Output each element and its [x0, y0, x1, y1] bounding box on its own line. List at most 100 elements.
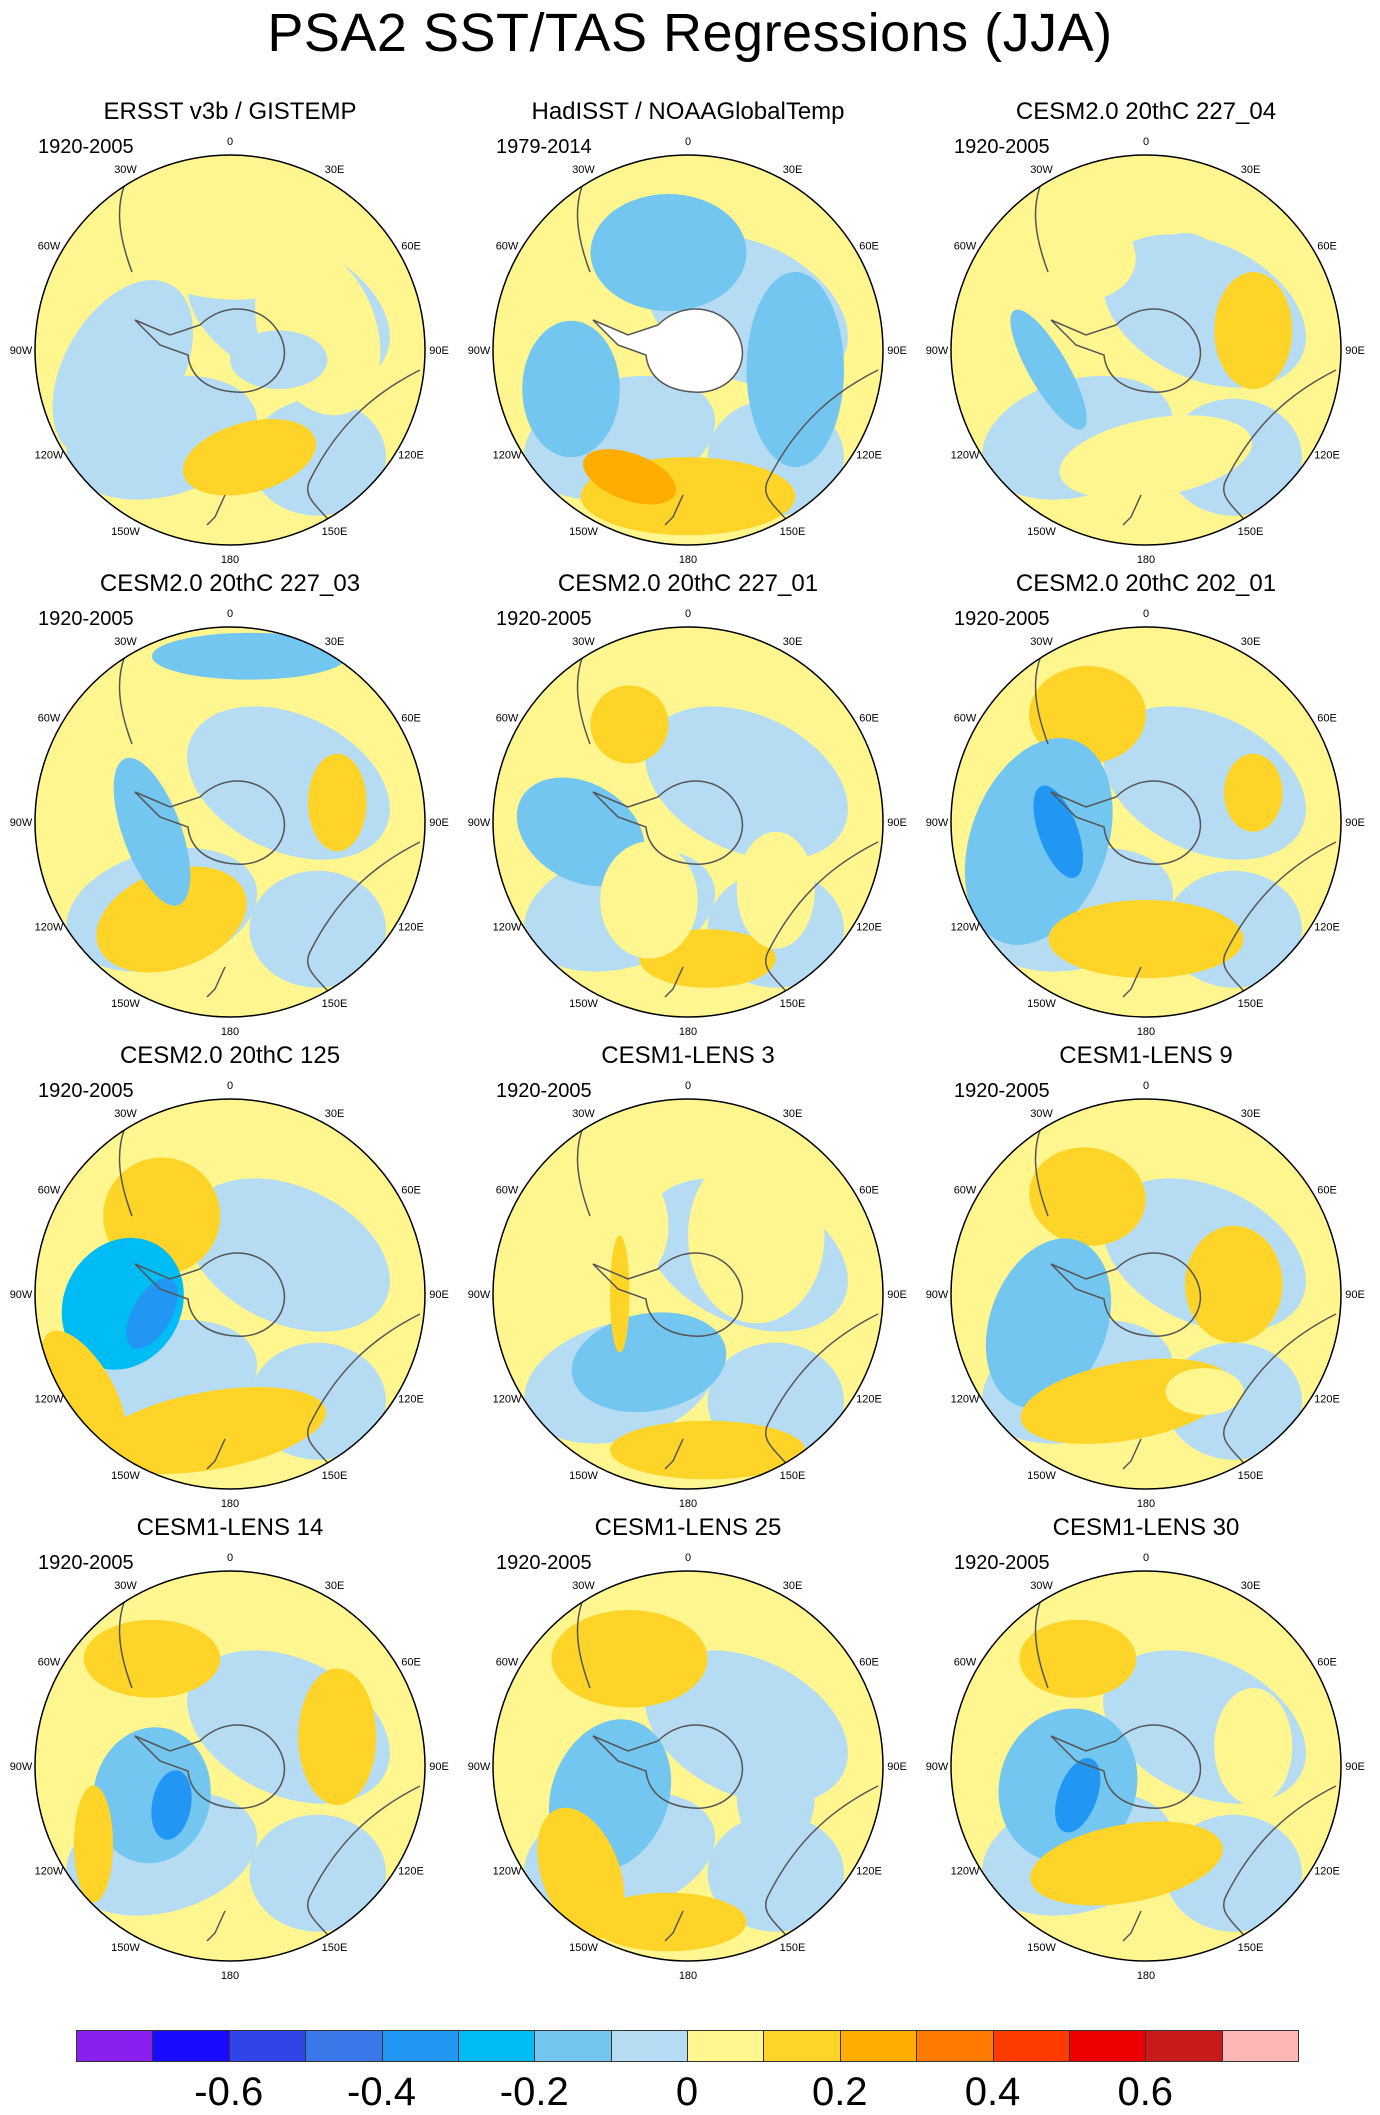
colorbar-tick-label: 0.6 — [1117, 2070, 1174, 2114]
longitude-label: 60W — [954, 1185, 977, 1197]
longitude-label: 120W — [951, 450, 980, 462]
panel-period: 1920-2005 — [38, 136, 134, 158]
anomaly-region — [688, 1147, 825, 1324]
colorbar-swatch — [1068, 2030, 1147, 2062]
longitude-label: 90E — [887, 817, 907, 829]
field-shading — [951, 1571, 1341, 1961]
australia-coast — [1223, 1313, 1337, 1480]
field-shading — [951, 1099, 1341, 1489]
anomaly-region — [151, 1770, 192, 1840]
new-zealand-coast — [664, 966, 684, 998]
map-panel: 0 30E 60E 90E 120E 150E 180 150W 120W 90W 60W 30W CE… — [458, 1514, 918, 1984]
anomaly-region — [610, 1235, 630, 1353]
australia-coast — [307, 841, 421, 1008]
map-panel: 0 30E 60E 90E 120E 150E 180 150W 120W 90W 60W 30W CE… — [458, 570, 918, 1040]
longitude-label: 150E — [780, 1942, 806, 1954]
anomaly-region — [551, 1157, 669, 1294]
longitude-label: 30W — [1030, 1580, 1053, 1592]
longitude-label: 30W — [1030, 636, 1053, 648]
longitude-label: 90E — [429, 1761, 449, 1773]
field-shading — [493, 1571, 883, 1961]
new-zealand-coast — [206, 966, 226, 998]
anomaly-region — [1010, 309, 1087, 430]
longitude-label: 150E — [780, 526, 806, 538]
polar-map: 0 30E 60E 90E 120E 150E 180 150W 120W 90W 60W 30W — [468, 136, 907, 566]
map-panel: 0 30E 60E 90E 120E 150E 180 150W 120W 90W 60W 30W CE… — [916, 570, 1376, 1040]
map-border — [492, 626, 884, 1018]
longitude-label: 60W — [38, 241, 61, 253]
anomaly-region — [1214, 272, 1293, 389]
longitude-label: 30E — [783, 1580, 803, 1592]
anomaly-region — [249, 870, 386, 988]
anomaly-region — [308, 753, 367, 852]
panel-period: 1920-2005 — [496, 1552, 592, 1574]
longitude-label: 120W — [493, 1866, 522, 1878]
longitude-label: 120E — [1314, 1866, 1340, 1878]
anomaly-region — [1146, 233, 1224, 311]
map-panel: 0 30E 60E 90E 120E 150E 180 150W 120W 90W 60W 30W CE… — [916, 98, 1376, 568]
anomaly-region — [41, 1330, 127, 1453]
antarctica-outline — [592, 1724, 744, 1809]
longitude-label: 150W — [111, 1942, 140, 1954]
longitude-label: 60E — [1317, 1657, 1337, 1669]
colorbar-swatch — [687, 2030, 765, 2062]
panel-title: CESM2.0 20thC 227_03 — [99, 570, 361, 597]
anomaly-region — [113, 757, 191, 906]
longitude-label: 90W — [926, 1761, 949, 1773]
longitude-label: 60W — [496, 1657, 519, 1669]
panel-period: 1920-2005 — [954, 1080, 1050, 1102]
longitude-label: 30W — [114, 1580, 137, 1592]
longitude-label: 30E — [1241, 636, 1261, 648]
field-shading — [951, 155, 1341, 545]
map-panel: 0 30E 60E 90E 120E 150E 180 150W 120W 90W 60W 30W Ha… — [458, 98, 918, 568]
map-border — [34, 1570, 426, 1962]
panel-title: HadISST / NOAAGlobalTemp — [531, 98, 845, 125]
polar-map: 0 30E 60E 90E 120E 150E 180 150W 120W 90W 60W 30W — [926, 1552, 1365, 1982]
longitude-label: 150W — [111, 526, 140, 538]
panel-title: CESM1-LENS 14 — [136, 1514, 324, 1541]
longitude-label: 150E — [1238, 1470, 1264, 1482]
anomaly-region — [126, 1278, 178, 1349]
longitude-label: 30W — [1030, 1108, 1053, 1120]
antarctica-outline — [1050, 308, 1202, 393]
colorbar-swatch — [610, 2030, 688, 2062]
panel-title: CESM2.0 20thC 227_04 — [1015, 98, 1277, 125]
longitude-label: 0 — [1143, 608, 1149, 620]
colorbar-swatch — [228, 2030, 307, 2062]
longitude-label: 180 — [1137, 1026, 1155, 1038]
longitude-label: 150E — [1238, 526, 1264, 538]
australia-coast — [765, 369, 879, 536]
map-border — [492, 154, 884, 546]
australia-coast — [765, 841, 879, 1008]
anomaly-region — [96, 866, 247, 973]
longitude-label: 180 — [679, 1498, 697, 1510]
longitude-label: 60E — [401, 241, 421, 253]
australia-coast — [307, 1313, 421, 1480]
colorbar-swatch — [1145, 2030, 1223, 2062]
longitude-label: 60E — [401, 1657, 421, 1669]
longitude-label: 60E — [859, 713, 879, 725]
longitude-label: 90W — [10, 1289, 33, 1301]
longitude-label: 180 — [1137, 554, 1155, 566]
map-border — [950, 1098, 1342, 1490]
polar-map: 0 30E 60E 90E 120E 150E 180 150W 120W 90W 60W 30W — [926, 1080, 1365, 1510]
longitude-label: 60W — [496, 241, 519, 253]
panel-period: 1920-2005 — [954, 136, 1050, 158]
longitude-label: 150W — [569, 998, 598, 1010]
longitude-label: 150W — [569, 1470, 598, 1482]
map-border — [492, 1570, 884, 1962]
longitude-label: 90E — [1345, 1761, 1365, 1773]
longitude-label: 30W — [572, 1108, 595, 1120]
colorbar-swatch — [916, 2030, 994, 2062]
longitude-label: 150E — [780, 1470, 806, 1482]
longitude-label: 90W — [10, 1761, 33, 1773]
longitude-label: 90W — [468, 1289, 491, 1301]
colorbar-swatch — [534, 2030, 612, 2062]
longitude-label: 90E — [887, 345, 907, 357]
longitude-label: 0 — [1143, 1080, 1149, 1092]
longitude-label: 150W — [569, 526, 598, 538]
map-panel: 0 30E 60E 90E 120E 150E 180 150W 120W 90W 60W 30W CE… — [0, 1514, 460, 1984]
map-panel: 0 30E 60E 90E 120E 150E 180 150W 120W 90W 60W 30W CE… — [458, 1042, 918, 1512]
anomaly-region — [736, 1736, 815, 1854]
longitude-label: 120E — [1314, 922, 1340, 934]
